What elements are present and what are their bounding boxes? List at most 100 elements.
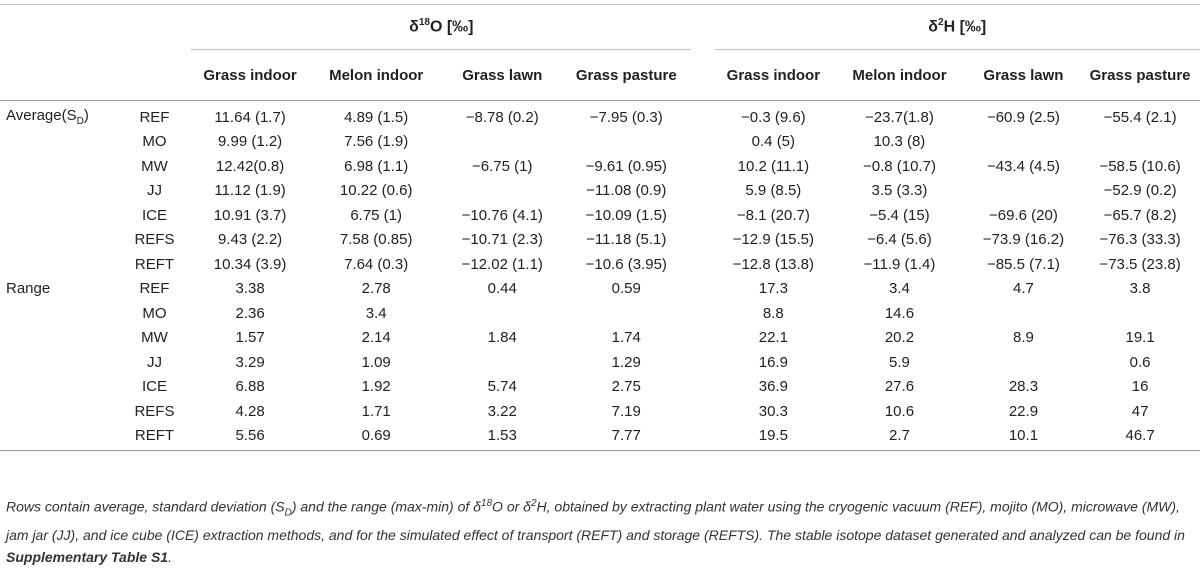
method-code: REFT xyxy=(117,423,192,451)
d2h-cell: −55.4 (2.1) xyxy=(1103,108,1177,126)
d2h-cell: −76.3 (33.3) xyxy=(1099,231,1181,249)
method-code: JJ xyxy=(146,182,162,200)
method-code: MW xyxy=(141,329,168,347)
group1-sup: 18 xyxy=(418,17,430,29)
d2h-cell: 3.5 (3.3) xyxy=(871,182,928,200)
d2h-cell xyxy=(967,130,1080,155)
d18o-cell: 3.38 xyxy=(235,280,265,298)
d2h-cell: −8.1 (20.7) xyxy=(736,206,810,224)
d18o-cell: 0.44 xyxy=(487,280,517,298)
caption-text: . xyxy=(168,549,172,566)
d18o-cell: −11.18 (5.1) xyxy=(586,231,667,249)
column-header-row: Grass indoor Melon indoor Grass lawn Gra… xyxy=(0,49,1200,101)
d18o-cell: −10.6 (3.95) xyxy=(585,255,667,273)
isotope-table: δ18O [‰] δ2H [‰] Grass indoor Melon indo… xyxy=(0,4,1200,451)
d18o-cell: 12.42(0.8) xyxy=(215,157,285,175)
d18o-cell xyxy=(561,301,691,326)
d2h-cell: 27.6 xyxy=(884,378,915,396)
d2h-cell: 47 xyxy=(1131,402,1149,420)
d2h-cell: 3.4 xyxy=(889,280,910,298)
d18o-cell: 11.12 (1.9) xyxy=(214,182,286,200)
d2h-cell: −69.6 (20) xyxy=(989,206,1058,224)
d2h-cell: 22.1 xyxy=(758,329,788,347)
d18o-cell xyxy=(443,301,561,326)
column-gap xyxy=(691,228,714,253)
d18o-cell: −11.08 (0.9) xyxy=(586,182,667,200)
row-group-label xyxy=(0,203,118,228)
row-group-label xyxy=(0,399,118,424)
d2h-cell xyxy=(967,301,1080,326)
column-header: Grass pasture xyxy=(561,49,692,101)
d2h-cell: −65.7 (8.2) xyxy=(1103,206,1177,224)
d18o-cell: 7.56 (1.9) xyxy=(344,133,409,151)
d18o-cell: −10.71 (2.3) xyxy=(461,231,543,249)
d18o-cell: −8.78 (0.2) xyxy=(465,108,539,126)
row-group-label xyxy=(0,179,118,204)
column-gap xyxy=(691,252,714,277)
method-code: JJ xyxy=(146,353,162,371)
d2h-cell: −23.7(1.8) xyxy=(865,108,934,126)
d2h-cell: 16.9 xyxy=(758,353,788,371)
d18o-cell: 11.64 (1.7) xyxy=(214,108,286,126)
d18o-cell: 0.69 xyxy=(308,423,444,451)
d2h-cell xyxy=(1080,301,1200,326)
column-header: Melon indoor xyxy=(308,49,444,101)
d2h-cell: −12.8 (13.8) xyxy=(732,255,815,273)
d2h-cell: 4.7 xyxy=(1013,280,1034,298)
method-code: ICE xyxy=(141,206,167,224)
column-gap xyxy=(691,101,714,130)
table-figure: δ18O [‰] δ2H [‰] Grass indoor Melon indo… xyxy=(0,4,1200,565)
group2-prefix: δ xyxy=(928,18,938,36)
d2h-cell: −0.3 (9.6) xyxy=(741,108,806,126)
d18o-cell: 7.77 xyxy=(561,423,692,451)
d2h-cell xyxy=(967,179,1080,204)
d2h-cell: 17.3 xyxy=(758,280,788,298)
caption-sub: D xyxy=(284,507,292,519)
d18o-cell: 1.57 xyxy=(235,329,265,347)
d2h-cell: −43.4 (4.5) xyxy=(986,157,1060,175)
d18o-cell: 2.78 xyxy=(361,280,391,298)
d18o-cell: 6.88 xyxy=(235,378,265,396)
d18o-cell: 1.74 xyxy=(611,329,641,347)
d2h-cell: 10.6 xyxy=(884,402,915,420)
d2h-cell: 8.9 xyxy=(1013,329,1034,347)
d18o-cell: 5.74 xyxy=(487,378,517,396)
d18o-cell: 10.34 (3.9) xyxy=(213,255,287,273)
d18o-cell: −12.02 (1.1) xyxy=(461,255,543,273)
group2-suffix: H [‰] xyxy=(943,18,987,36)
caption-text: Rows contain average, standard deviation… xyxy=(6,498,285,515)
d18o-cell: −9.61 (0.95) xyxy=(585,157,667,175)
d2h-cell: 5.9 xyxy=(889,353,910,371)
d18o-cell: 4.89 (1.5) xyxy=(344,108,409,126)
row-group-label xyxy=(0,423,118,451)
caption-text: ) and the range (max-min) of δ xyxy=(291,498,481,515)
d18o-cell: 2.75 xyxy=(611,378,641,396)
row-group-label xyxy=(0,130,118,155)
d2h-cell: 0.4 (5) xyxy=(751,133,796,151)
d18o-cell: 5.56 xyxy=(191,423,309,451)
table-row: MW 1.57 2.14 1.84 1.74 22.1 20.2 8.9 19.1 xyxy=(0,326,1200,351)
supplementary-table-link[interactable]: Supplementary Table S1 xyxy=(6,549,169,566)
column-header: Grass lawn xyxy=(966,49,1081,101)
d18o-cell: 1.84 xyxy=(487,329,517,347)
group-header-d18o: δ18O [‰] xyxy=(191,4,692,50)
d2h-cell: 20.2 xyxy=(884,329,915,347)
d2h-cell: 5.9 (8.5) xyxy=(745,182,802,200)
d2h-cell: 3.8 xyxy=(1129,280,1151,298)
d2h-cell: 19.5 xyxy=(714,423,833,451)
d18o-cell xyxy=(443,179,561,204)
row-group-label xyxy=(0,252,118,277)
table-row: Average(SD) REF 11.64 (1.7) 4.89 (1.5) −8.78… xyxy=(0,101,1200,130)
table-body: Average(SD) REF 11.64 (1.7) 4.89 (1.5) −8.78… xyxy=(0,101,1200,451)
d18o-cell: 7.58 (0.85) xyxy=(339,231,413,249)
method-code: REF xyxy=(139,280,170,298)
d2h-cell: −11.9 (1.4) xyxy=(863,255,936,273)
d18o-cell: 1.29 xyxy=(611,353,641,371)
d18o-cell: −10.76 (4.1) xyxy=(461,206,543,224)
group1-suffix: O [‰] xyxy=(429,18,474,36)
d18o-cell: 10.22 (0.6) xyxy=(339,182,413,200)
d2h-cell: 14.6 xyxy=(884,304,915,322)
d18o-cell: −7.95 (0.3) xyxy=(589,108,663,126)
d18o-cell xyxy=(443,130,561,155)
d18o-cell: 10.91 (3.7) xyxy=(213,206,287,224)
